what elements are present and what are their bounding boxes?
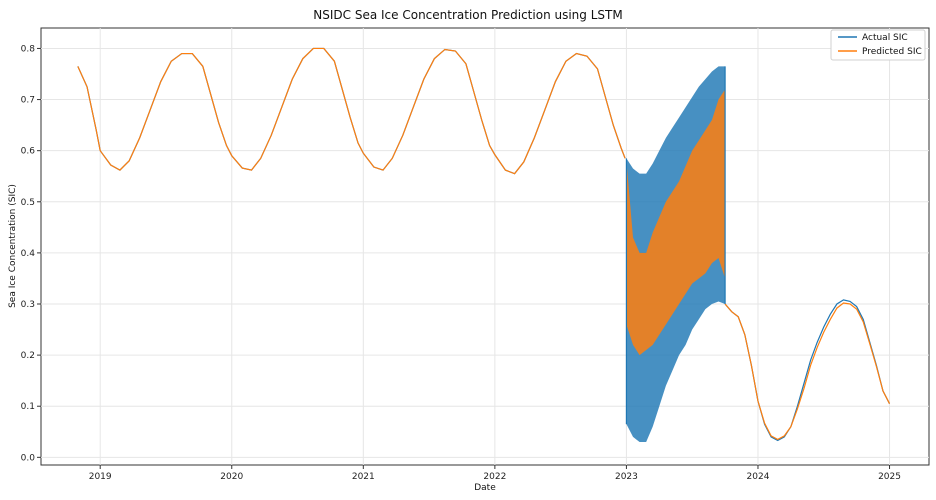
x-tick-label: 2023: [615, 472, 638, 482]
y-tick-label: 0.0: [21, 453, 36, 463]
legend-actual-label: Actual SIC: [862, 33, 908, 43]
x-axis-label: Date: [474, 483, 496, 493]
x-tick-label: 2021: [352, 472, 375, 482]
series-layer: [77, 47, 891, 442]
predicted-sic-noise-band: [626, 89, 726, 356]
plot-area: [40, 27, 930, 466]
predicted-sic-line-2024: [724, 302, 891, 441]
y-tick-label: 0.1: [21, 402, 35, 412]
axis-layer: 2019 2020 2021 2022 2023 2024 2025 0.0 0.1 0.2 0.3…: [21, 44, 901, 482]
legend-predicted-label: Predicted SIC: [862, 47, 922, 57]
predicted-sic-line-2019-2022: [77, 47, 626, 175]
legend: Actual SIC Predicted SIC: [830, 29, 926, 61]
grid-lines: [41, 28, 929, 465]
chart-title: NSIDC Sea Ice Concentration Prediction u…: [313, 8, 622, 22]
y-tick-label: 0.2: [21, 351, 35, 361]
x-tick-label: 2025: [878, 472, 901, 482]
y-axis-label: Sea Ice Concentration (SIC): [8, 184, 18, 308]
y-tick-label: 0.7: [21, 96, 35, 106]
y-tick-label: 0.4: [21, 249, 36, 259]
y-tick-label: 0.8: [21, 44, 36, 54]
y-tick-label: 0.6: [21, 147, 36, 157]
x-tick-label: 2022: [483, 472, 506, 482]
x-tick-label: 2024: [747, 472, 770, 482]
x-tick-label: 2020: [220, 472, 243, 482]
x-tick-label: 2019: [89, 472, 112, 482]
y-tick-label: 0.5: [21, 198, 35, 208]
y-tick-label: 0.3: [21, 300, 35, 310]
